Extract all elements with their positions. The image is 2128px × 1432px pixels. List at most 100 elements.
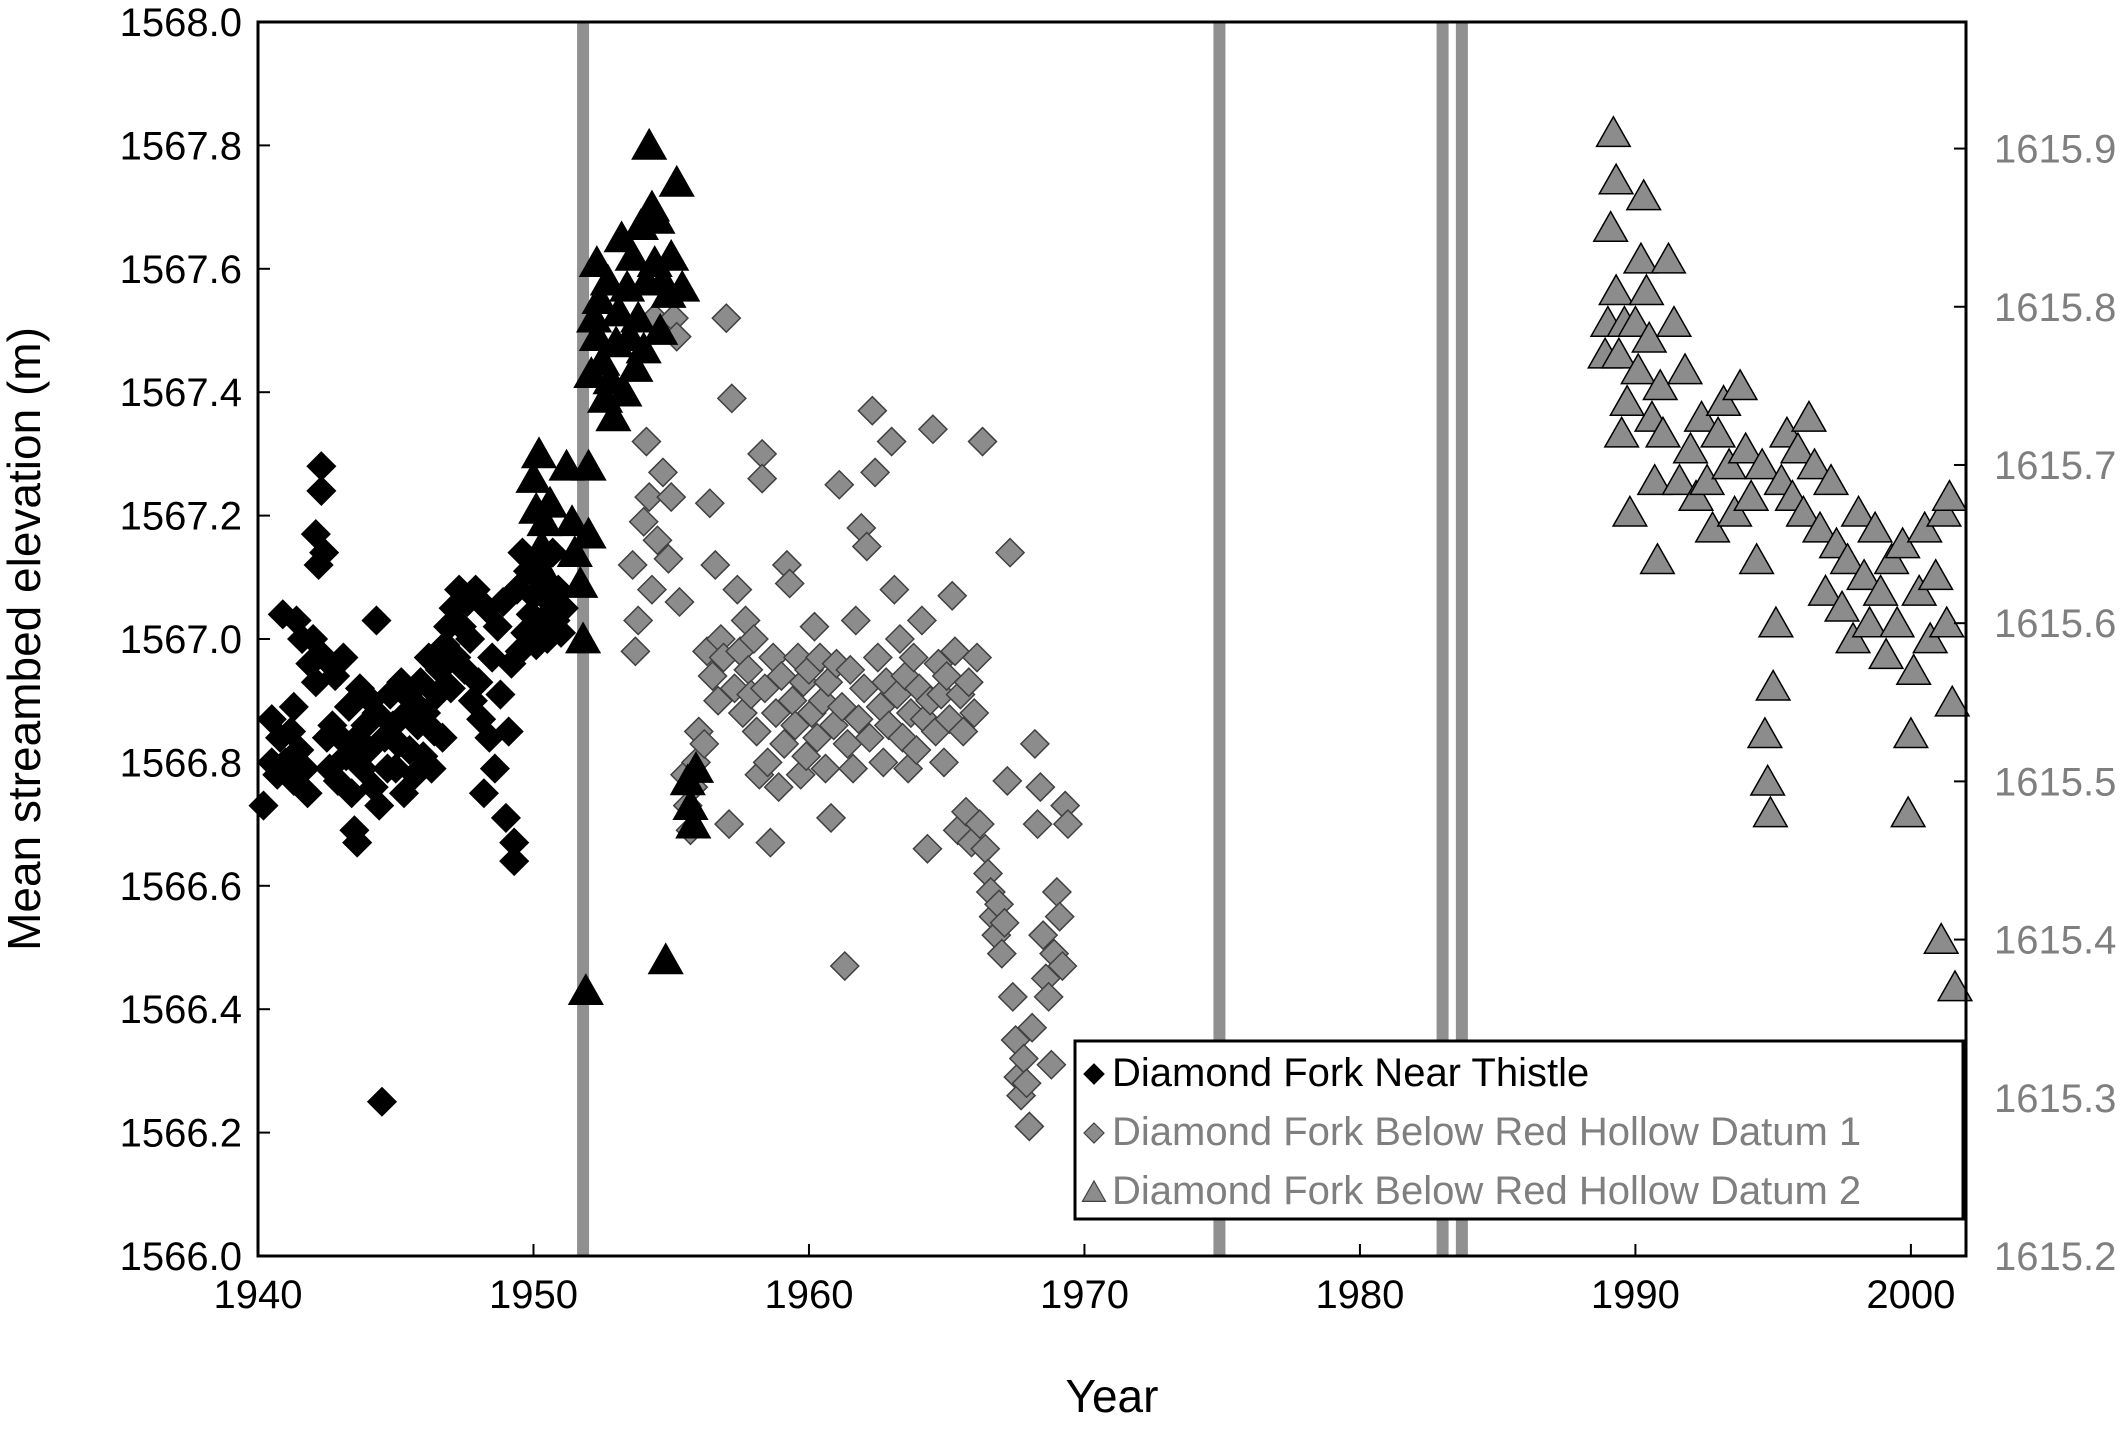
point-series1-77: [840, 605, 871, 636]
point-series2-2: [520, 436, 558, 469]
point-series1-110: [931, 660, 962, 692]
point-series1-147: [1033, 981, 1064, 1012]
point-series0-14: [292, 778, 323, 809]
point-series2-28: [606, 374, 643, 407]
point-series1-0: [617, 549, 648, 581]
point-series2-12: [567, 973, 604, 1006]
point-series0-91: [490, 802, 521, 833]
point-series3-42: [1752, 795, 1789, 828]
vertical-line-1: [1213, 22, 1226, 1256]
point-series1-8: [642, 525, 673, 556]
point-series3-34: [1716, 494, 1753, 527]
x-tick-label-5: 1990: [1591, 1273, 1680, 1317]
point-series3-13: [1622, 241, 1660, 274]
y2-tick-label-1: 1615.3: [1994, 1077, 2116, 1121]
point-series1-144: [1025, 772, 1056, 803]
point-series3-31: [1699, 415, 1737, 448]
point-series0-112: [545, 617, 577, 648]
point-series3-36: [1727, 431, 1764, 464]
point-series0-46: [366, 1086, 398, 1117]
point-series1-109: [928, 747, 960, 778]
point-series1-53: [774, 568, 805, 599]
vertical-line-2: [1436, 22, 1449, 1256]
y-tick-label-4: 1566.8: [120, 741, 242, 785]
point-series1-91: [879, 574, 910, 605]
point-series2-46: [658, 164, 695, 197]
x-tick-label-3: 1970: [1040, 1273, 1129, 1317]
point-series2-14: [570, 448, 607, 481]
point-series2-40: [639, 201, 676, 234]
point-series2-7: [548, 448, 585, 481]
point-series1-152: [1047, 950, 1078, 982]
point-series1-30: [714, 809, 745, 840]
point-series3-41: [1749, 763, 1786, 796]
point-series3-26: [1672, 431, 1709, 464]
point-series0-22: [309, 537, 340, 568]
point-series3-6: [1600, 336, 1637, 369]
point-series3-9: [1609, 384, 1646, 417]
point-series1-83: [857, 395, 888, 426]
point-series3-66: [1879, 605, 1916, 638]
point-series3-75: [1923, 922, 1960, 954]
point-series1-148: [1036, 1049, 1067, 1080]
point-series1-66: [810, 753, 841, 784]
point-series0-64: [416, 753, 447, 784]
point-series1-39: [738, 623, 769, 655]
y2-tick-label-7: 1615.9: [1994, 128, 2116, 172]
point-series1-68: [815, 802, 847, 833]
point-series2-45: [653, 238, 690, 271]
point-series0-43: [361, 605, 392, 636]
point-series3-70: [1895, 653, 1932, 685]
x-tick-label-0: 1940: [214, 1273, 303, 1317]
point-series2-26: [600, 294, 637, 327]
point-series3-79: [1934, 684, 1971, 717]
point-series2-47: [664, 269, 701, 302]
point-series3-18: [1636, 463, 1673, 496]
point-series1-82: [854, 722, 885, 753]
y-axis-title: Mean streambed elevation (m): [0, 327, 50, 951]
point-series3-63: [1862, 574, 1899, 606]
point-series3-7: [1603, 415, 1640, 448]
point-series1-40: [741, 716, 772, 747]
point-series0-54: [388, 778, 420, 809]
point-series1-46: [755, 827, 786, 858]
point-series1-23: [694, 488, 725, 519]
point-series2-5: [529, 559, 566, 592]
point-series0-92: [493, 716, 524, 747]
point-series3-24: [1661, 463, 1698, 496]
point-series1-9: [647, 457, 679, 488]
point-series3-58: [1834, 621, 1872, 654]
legend: Diamond Fork Near Thistle Diamond Fork B…: [1073, 1039, 1965, 1221]
point-series3-56: [1823, 589, 1861, 622]
point-series1-43: [747, 463, 778, 494]
point-series1-140: [1014, 1111, 1045, 1142]
point-series1-59: [791, 741, 822, 772]
point-series2-13: [570, 516, 607, 549]
point-series2-33: [620, 300, 657, 333]
point-series2-19: [581, 282, 618, 314]
legend-box: [1073, 1039, 1965, 1221]
point-series1-133: [995, 537, 1026, 568]
point-series3-68: [1890, 795, 1927, 828]
y-tick-label-7: 1567.4: [120, 371, 242, 415]
point-series3-10: [1611, 494, 1648, 527]
point-series3-69: [1892, 716, 1929, 749]
point-series3-39: [1744, 447, 1781, 480]
point-series3-62: [1857, 510, 1894, 543]
data-points: [248, 115, 1974, 1142]
x-tick-label-1: 1950: [489, 1273, 578, 1317]
y-tick-label-1: 1566.2: [120, 1112, 242, 1156]
legend-marker-2: [1081, 1179, 1107, 1202]
point-series3-50: [1790, 399, 1828, 432]
point-series2-4: [526, 504, 563, 537]
point-series1-71: [824, 469, 855, 500]
point-series3-57: [1829, 542, 1866, 575]
point-series1-14: [664, 586, 695, 618]
point-series1-131: [989, 907, 1020, 938]
axis-ticks: 1566.0 1566.2 1566.4 1566.6 1566.8 1567.0 1567…: [120, 1, 2117, 1317]
point-series1-145: [1028, 920, 1059, 951]
point-series1-1: [620, 636, 651, 667]
x-axis-title: Year: [1066, 1370, 1159, 1422]
y2-tick-label-5: 1615.7: [1994, 444, 2116, 488]
